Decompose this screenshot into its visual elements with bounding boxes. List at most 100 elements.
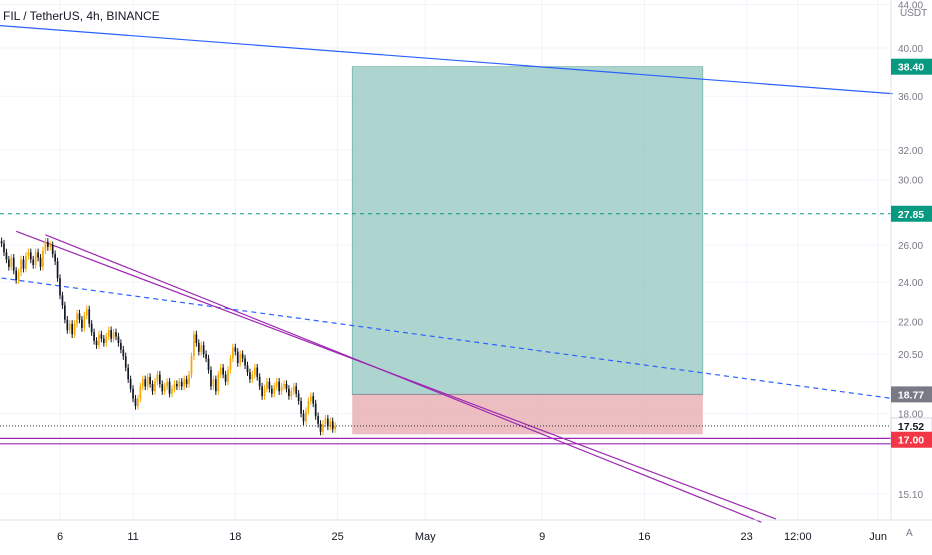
candle-body (173, 384, 176, 389)
candle-body (258, 376, 261, 387)
candle-body (326, 418, 329, 427)
candle-body (253, 367, 256, 375)
time-tick-label: 18 (229, 531, 241, 543)
target-zone (351, 66, 704, 395)
candle-body (205, 354, 207, 359)
price-tag (891, 58, 932, 75)
candle-body (329, 421, 332, 427)
candle-body (222, 367, 224, 375)
candle-body (64, 305, 66, 320)
candle-body (331, 421, 334, 430)
candle-body (178, 381, 181, 387)
candle-body (317, 416, 319, 424)
candle-body (146, 376, 149, 387)
candle-body (224, 374, 227, 382)
time-tick-label: 23 (741, 531, 753, 543)
candle-body (241, 354, 244, 359)
candle-body (32, 259, 35, 266)
candle-body (78, 313, 81, 320)
candle-body (141, 379, 144, 387)
candle-body (217, 374, 220, 392)
candle-body (56, 261, 59, 279)
price-tick-label: 15.10 (898, 490, 923, 501)
candle-body (273, 386, 276, 394)
candle-body (219, 367, 222, 375)
candle-body (197, 342, 200, 352)
time-tick-label: 11 (127, 531, 138, 543)
price-unit-label: USDT (900, 8, 928, 19)
candle-body (85, 309, 88, 316)
candle-body (161, 384, 164, 392)
price-tag (891, 386, 932, 403)
candle-body (236, 351, 239, 364)
candle-body (137, 398, 139, 407)
candle-body (261, 386, 263, 397)
candle-body (71, 323, 74, 335)
candle-body (115, 332, 117, 337)
candle-body (212, 379, 215, 387)
candle-body (202, 345, 205, 355)
candle-body (151, 384, 154, 392)
candle-body (105, 336, 108, 343)
candle-body (132, 388, 134, 399)
price-tag-label: 38.40 (898, 62, 924, 74)
candle-body (124, 356, 127, 368)
candle-body (295, 386, 298, 394)
candle-body (17, 272, 20, 280)
candle-body (144, 379, 147, 387)
drawings (0, 25, 893, 523)
candle-body (51, 245, 54, 255)
candle-body (232, 347, 234, 359)
candle-body (180, 381, 183, 387)
candle-body (42, 250, 44, 267)
candle-body (278, 381, 281, 392)
price-axis[interactable]: 15.10 18.00 20.50 22.00 24.00 26.00 30.00 32.00… (898, 0, 923, 501)
candle-body (100, 334, 103, 339)
candle-body (117, 336, 120, 343)
price-tick-label: 36.00 (898, 92, 923, 103)
position-zones (351, 66, 704, 435)
candle-body (98, 334, 100, 346)
candle-body (158, 374, 161, 385)
auto-scale-button[interactable]: A (906, 528, 913, 539)
candle-body (305, 411, 307, 422)
candles (0, 237, 337, 436)
time-axis[interactable]: 6 11 18 25 May 9 16 23 12:00 Jun (57, 531, 887, 543)
time-tick-label: 6 (57, 531, 63, 543)
candle-body (49, 245, 52, 247)
candle-body (268, 381, 271, 389)
candle-body (127, 367, 130, 380)
candle-body (44, 241, 47, 251)
candle-body (168, 381, 171, 394)
candle-body (102, 338, 105, 343)
price-tag-label: 18.77 (898, 389, 924, 401)
candle-body (25, 255, 27, 269)
price-tag-label: 17.52 (898, 421, 924, 433)
price-tick-label: 24.00 (898, 278, 923, 289)
candle-body (93, 332, 95, 341)
candle-body (166, 381, 168, 387)
price-tick-label: 30.00 (898, 176, 923, 187)
candle-body (66, 319, 69, 331)
candle-body (256, 367, 259, 377)
candle-body (334, 425, 337, 430)
candle-body (244, 358, 246, 366)
candle-body (207, 358, 210, 370)
candle-body (288, 388, 290, 397)
candle-body (81, 319, 83, 328)
candle-body (122, 349, 125, 357)
candle-body (0, 241, 3, 244)
candle-body (59, 278, 61, 296)
channel-line (45, 234, 762, 523)
candle-body (185, 379, 188, 385)
candle-body (29, 252, 32, 260)
candle-body (139, 386, 142, 399)
candle-body (112, 332, 115, 339)
candle-body (195, 334, 198, 343)
candle-body (270, 388, 273, 394)
candle-body (88, 309, 91, 324)
candle-body (193, 334, 195, 357)
